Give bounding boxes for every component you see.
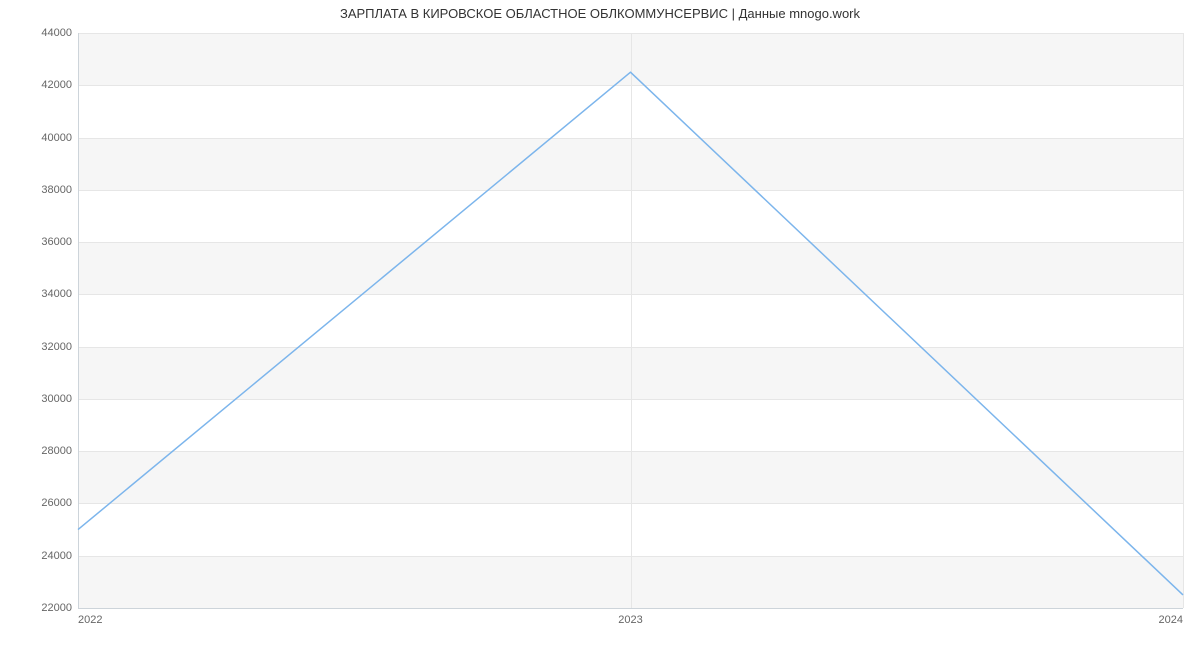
y-tick-label: 24000 [0,550,72,562]
x-tick-label: 2024 [1159,614,1183,626]
v-gridline [1183,33,1184,608]
x-tick-label: 2022 [78,614,102,626]
y-tick-label: 40000 [0,132,72,144]
chart-title: ЗАРПЛАТА В КИРОВСКОЕ ОБЛАСТНОЕ ОБЛКОММУН… [0,6,1200,21]
y-tick-label: 34000 [0,288,72,300]
y-tick-label: 30000 [0,393,72,405]
y-tick-label: 38000 [0,184,72,196]
salary-line-chart: ЗАРПЛАТА В КИРОВСКОЕ ОБЛАСТНОЕ ОБЛКОММУН… [0,0,1200,650]
x-axis-line [78,608,1183,609]
y-tick-label: 42000 [0,79,72,91]
plot-area [78,33,1183,608]
y-tick-label: 26000 [0,497,72,509]
y-tick-label: 36000 [0,236,72,248]
x-tick-label: 2023 [618,614,642,626]
series-line [78,33,1183,608]
y-tick-label: 32000 [0,341,72,353]
y-tick-label: 22000 [0,602,72,614]
y-tick-label: 44000 [0,27,72,39]
y-tick-label: 28000 [0,445,72,457]
